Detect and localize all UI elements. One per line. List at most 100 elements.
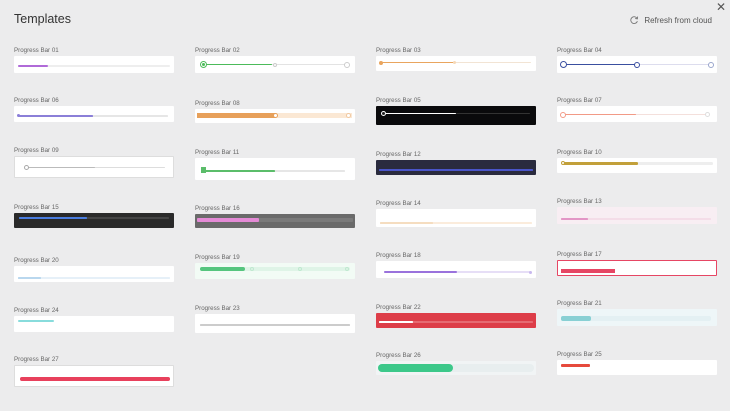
template-preview (376, 261, 536, 278)
progress-track (561, 269, 715, 273)
template-card-progress-bar-23[interactable]: Progress Bar 23 (195, 305, 355, 333)
step-dot (708, 61, 714, 68)
template-card-progress-bar-08[interactable]: Progress Bar 08 (195, 100, 355, 123)
template-card-progress-bar-18[interactable]: Progress Bar 18 (376, 252, 536, 278)
template-preview (195, 158, 355, 180)
step-dot (704, 112, 710, 117)
progress-fill (197, 113, 275, 118)
progress-fill (563, 64, 637, 65)
template-preview (14, 156, 174, 178)
template-preview (14, 56, 174, 73)
close-icon[interactable]: ✕ (715, 0, 727, 14)
template-card-progress-bar-12[interactable]: Progress Bar 12 (376, 151, 536, 175)
progress-fill (561, 218, 588, 220)
progress-track (380, 222, 532, 224)
step-dot (345, 267, 349, 271)
template-card-progress-bar-20[interactable]: Progress Bar 20 (14, 257, 174, 282)
template-card-label: Progress Bar 10 (557, 149, 602, 156)
progress-track (561, 316, 711, 321)
template-preview (195, 314, 355, 333)
progress-track (25, 167, 165, 168)
step-dot (272, 113, 278, 118)
step-dot (559, 61, 567, 68)
step-dot (23, 165, 29, 170)
template-card-label: Progress Bar 27 (14, 356, 59, 363)
template-preview (376, 160, 536, 175)
progress-track (378, 364, 534, 372)
template-card-label: Progress Bar 25 (557, 351, 602, 358)
template-preview (14, 316, 174, 332)
step-dot (561, 161, 565, 166)
template-card-progress-bar-22[interactable]: Progress Bar 22 (376, 304, 536, 328)
template-preview (557, 56, 717, 73)
template-card-progress-bar-04[interactable]: Progress Bar 04 (557, 47, 717, 73)
step-marker (201, 167, 206, 173)
template-card-progress-bar-19[interactable]: Progress Bar 19 (195, 254, 355, 279)
progress-fill (19, 217, 87, 219)
template-card-progress-bar-15[interactable]: Progress Bar 15 (14, 204, 174, 228)
template-preview (14, 266, 174, 282)
progress-fill (379, 169, 533, 171)
template-card-progress-bar-16[interactable]: Progress Bar 16 (195, 205, 355, 228)
template-card-progress-bar-26[interactable]: Progress Bar 26 (376, 352, 536, 375)
refresh-from-cloud-button[interactable]: Refresh from cloud (629, 15, 712, 25)
progress-track (205, 170, 345, 172)
template-preview (195, 263, 355, 279)
template-card-progress-bar-11[interactable]: Progress Bar 11 (195, 149, 355, 180)
template-card-progress-bar-06[interactable]: Progress Bar 06 (14, 97, 174, 122)
template-card-progress-bar-03[interactable]: Progress Bar 03 (376, 47, 536, 71)
template-card-label: Progress Bar 09 (14, 147, 59, 154)
template-card-progress-bar-13[interactable]: Progress Bar 13 (557, 198, 717, 224)
step-dot (344, 61, 350, 68)
progress-track (563, 114, 709, 115)
template-card-label: Progress Bar 26 (376, 352, 421, 359)
template-card-progress-bar-27[interactable]: Progress Bar 27 (14, 356, 174, 387)
step-dot (380, 111, 386, 116)
template-card-label: Progress Bar 06 (14, 97, 59, 104)
template-card-label: Progress Bar 15 (14, 204, 59, 211)
template-card-progress-bar-17[interactable]: Progress Bar 17 (557, 251, 717, 276)
progress-fill (18, 277, 41, 279)
progress-track (384, 271, 530, 273)
step-dot (452, 61, 456, 64)
template-card-progress-bar-05[interactable]: Progress Bar 05 (376, 97, 536, 125)
template-card-progress-bar-25[interactable]: Progress Bar 25 (557, 351, 717, 375)
progress-track (381, 62, 531, 63)
step-dot (298, 267, 302, 271)
progress-fill (561, 364, 590, 367)
template-card-progress-bar-02[interactable]: Progress Bar 02 (195, 47, 355, 73)
template-card-progress-bar-21[interactable]: Progress Bar 21 (557, 300, 717, 326)
template-card-label: Progress Bar 11 (195, 149, 240, 156)
step-dot (16, 114, 20, 118)
template-card-label: Progress Bar 18 (376, 252, 421, 259)
template-preview (14, 106, 174, 122)
step-dot (634, 61, 640, 68)
template-preview (195, 109, 355, 123)
progress-track (382, 113, 530, 114)
template-card-label: Progress Bar 19 (195, 254, 240, 261)
template-card-label: Progress Bar 20 (14, 257, 59, 264)
template-card-label: Progress Bar 12 (376, 151, 421, 158)
template-card-progress-bar-14[interactable]: Progress Bar 14 (376, 200, 536, 227)
progress-track (379, 321, 533, 323)
step-dot (273, 62, 277, 67)
progress-fill (203, 64, 273, 65)
template-card-label: Progress Bar 08 (195, 100, 240, 107)
progress-fill (379, 321, 413, 323)
template-card-progress-bar-09[interactable]: Progress Bar 09 (14, 147, 174, 178)
template-card-progress-bar-24[interactable]: Progress Bar 24 (14, 307, 174, 332)
template-card-label: Progress Bar 02 (195, 47, 240, 54)
progress-track (19, 217, 169, 219)
progress-fill (561, 269, 615, 273)
progress-fill (378, 364, 453, 372)
template-card-label: Progress Bar 03 (376, 47, 421, 54)
progress-track (18, 115, 168, 117)
progress-fill (25, 167, 95, 168)
template-preview (195, 214, 355, 228)
template-preview (376, 106, 536, 125)
template-preview (195, 56, 355, 73)
template-card-progress-bar-07[interactable]: Progress Bar 07 (557, 97, 717, 122)
progress-fill (205, 170, 275, 172)
template-card-progress-bar-01[interactable]: Progress Bar 01 (14, 47, 174, 73)
template-card-progress-bar-10[interactable]: Progress Bar 10 (557, 149, 717, 173)
